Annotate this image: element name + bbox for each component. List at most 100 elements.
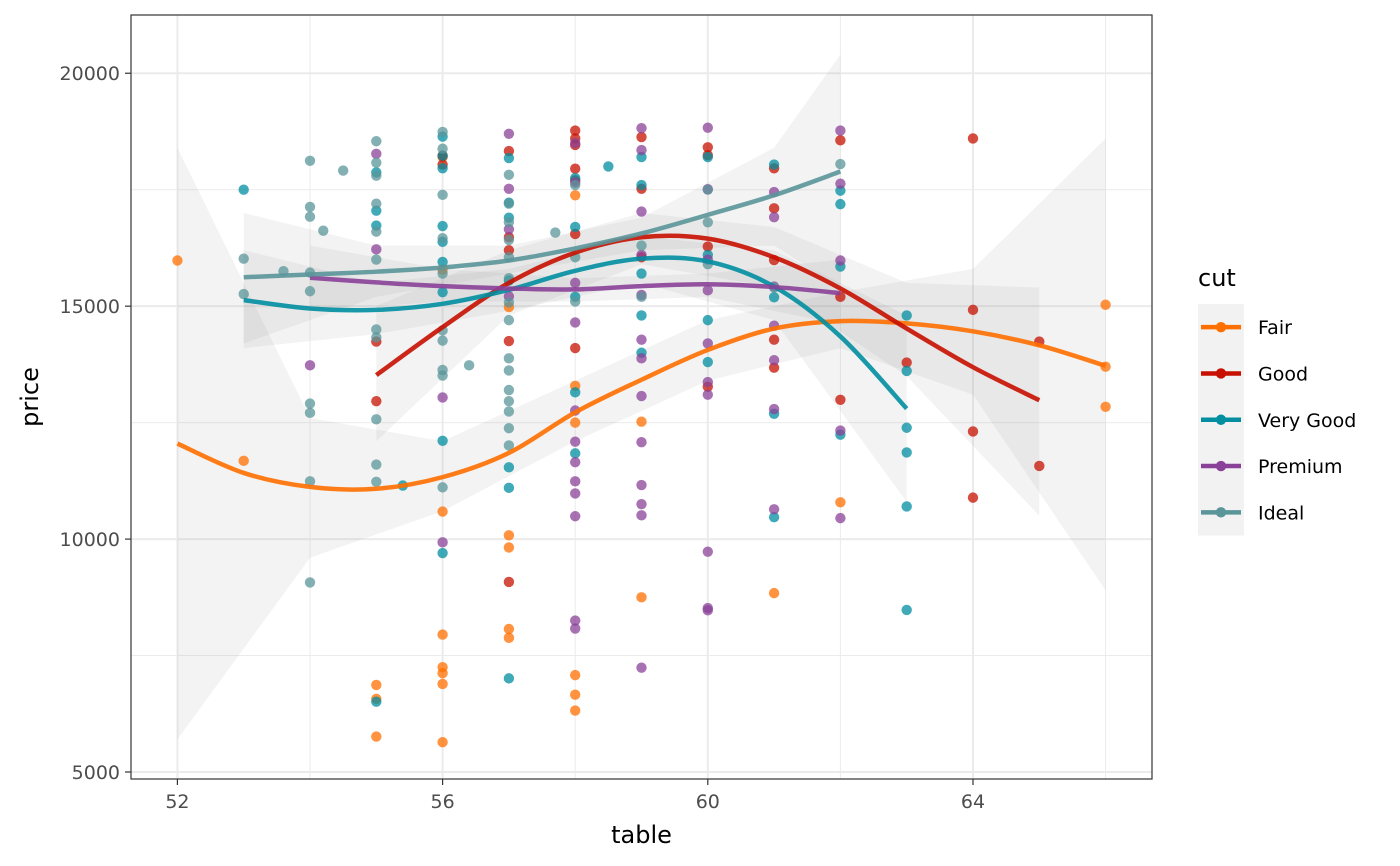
point-premium (835, 512, 846, 524)
point-very-good (636, 268, 647, 279)
point-ideal (437, 335, 448, 346)
point-premium (503, 128, 515, 139)
x-tick-label: 64 (961, 791, 985, 813)
point-premium (437, 537, 448, 548)
point-premium (768, 403, 780, 415)
point-very-good (437, 435, 448, 446)
point-good (768, 362, 780, 373)
axes: 52 56 60 64 5000 10000 15000 20000 (60, 63, 986, 813)
point-ideal (304, 211, 316, 222)
y-tick-label: 15000 (60, 296, 120, 318)
point-premium (636, 390, 647, 402)
point-very-good (437, 256, 448, 268)
point-very-good (238, 184, 249, 195)
point-premium (768, 354, 780, 366)
y-tick-label: 5000 (72, 762, 120, 784)
data-points (172, 122, 1111, 748)
point-fair (570, 689, 581, 700)
point-premium (835, 255, 846, 266)
point-premium (570, 457, 581, 468)
point-fair (437, 736, 448, 748)
point-premium (570, 623, 581, 634)
point-very-good (901, 365, 912, 377)
confidence-band-fair (177, 138, 1106, 740)
point-fair (570, 417, 581, 428)
point-very-good (437, 547, 448, 559)
legend-dot-premium (1215, 460, 1227, 472)
point-very-good (702, 356, 713, 368)
point-very-good (702, 314, 713, 326)
point-ideal (437, 143, 448, 154)
point-very-good (901, 501, 912, 512)
point-premium (768, 504, 780, 515)
point-premium (702, 122, 713, 133)
point-ideal (337, 165, 349, 176)
smooth-line-premium (309, 275, 841, 296)
legend-label-ideal: Ideal (1258, 502, 1304, 524)
point-fair (371, 731, 382, 742)
panel-border (130, 14, 1153, 780)
point-premium (636, 353, 647, 364)
point-ideal (437, 268, 448, 279)
point-ideal (318, 225, 329, 236)
point-ideal (636, 291, 647, 303)
point-very-good (835, 198, 846, 210)
point-ideal (503, 198, 515, 209)
point-very-good (437, 220, 448, 232)
legend-dot-good (1215, 368, 1227, 379)
point-ideal (371, 254, 382, 265)
point-very-good (570, 448, 581, 459)
point-ideal (503, 395, 515, 407)
point-ideal (636, 240, 647, 251)
point-good (702, 142, 713, 153)
point-good (371, 395, 382, 407)
point-very-good (901, 447, 912, 458)
legend-dot-ideal (1215, 507, 1227, 518)
point-ideal (503, 353, 515, 364)
point-very-good (503, 482, 515, 494)
legend-label-good: Good (1258, 363, 1308, 385)
point-very-good (437, 286, 448, 298)
point-ideal (304, 286, 316, 297)
point-ideal (371, 332, 382, 343)
point-very-good (768, 292, 780, 303)
point-premium (570, 317, 581, 328)
point-ideal (304, 407, 316, 419)
point-ideal (371, 136, 382, 147)
point-ideal (570, 179, 581, 191)
confidence-band-very-good (243, 236, 907, 502)
point-good (1034, 460, 1045, 472)
point-ideal (702, 184, 713, 195)
legend-items: Fair Good Very Good Premium Ideal (1201, 317, 1356, 524)
point-premium (371, 244, 382, 255)
point-very-good (768, 159, 780, 170)
point-premium (570, 615, 581, 626)
point-very-good (636, 179, 647, 191)
point-good (636, 131, 647, 143)
point-fair (503, 530, 515, 541)
point-fair (1100, 299, 1111, 310)
point-premium (636, 144, 647, 156)
point-fair (570, 705, 581, 716)
smooth-line-ideal (243, 169, 842, 280)
point-premium (636, 334, 647, 345)
point-good (768, 334, 780, 345)
point-ideal (304, 201, 316, 213)
point-fair (570, 190, 581, 201)
point-ideal (570, 296, 581, 307)
point-very-good (371, 696, 382, 707)
point-premium (702, 338, 713, 349)
point-very-good (603, 161, 614, 172)
point-premium (702, 546, 713, 557)
point-ideal (437, 232, 448, 244)
point-good (967, 426, 979, 437)
point-very-good (570, 387, 581, 398)
point-very-good (636, 310, 647, 321)
point-premium (636, 662, 647, 673)
point-ideal (463, 360, 475, 371)
point-premium (835, 125, 846, 136)
point-ideal (503, 440, 515, 451)
legend-title: cut (1198, 264, 1236, 292)
point-very-good (901, 604, 912, 616)
point-premium (702, 389, 713, 400)
